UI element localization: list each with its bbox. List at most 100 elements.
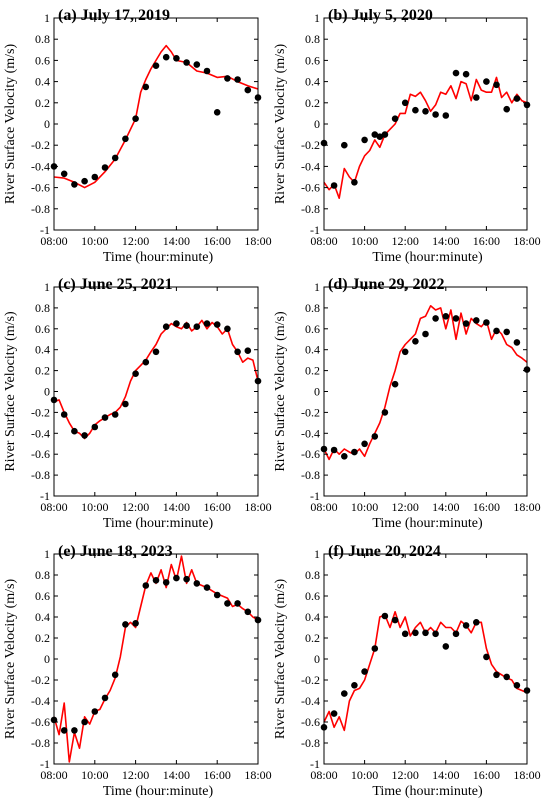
y-tick-label: -0.6 (301, 181, 320, 195)
y-tick-label: -0.4 (301, 159, 320, 173)
data-point (193, 61, 201, 68)
x-tick-label: 16:00 (473, 768, 500, 782)
data-point (341, 141, 348, 149)
data-point (493, 81, 500, 89)
y-axis-label: River Surface Velocity (m/s) (273, 44, 288, 205)
data-point (173, 574, 180, 582)
data-point (183, 59, 190, 66)
data-point (351, 179, 358, 186)
data-point (341, 453, 348, 460)
data-point (142, 83, 150, 91)
velocity-line (323, 76, 528, 199)
y-axis-label: River Surface Velocity (m/s) (3, 311, 18, 472)
y-tick-label: 1 (314, 11, 320, 25)
data-point (101, 414, 109, 421)
data-point (132, 620, 139, 627)
x-axis-label: Time (hour:minute) (372, 784, 483, 799)
x-tick-label: 14:00 (432, 768, 459, 782)
data-point (183, 322, 190, 330)
y-tick-label: 0 (314, 385, 320, 399)
x-tick-label: 12:00 (392, 500, 419, 514)
data-point (442, 643, 450, 650)
y-tick-label: -0.8 (301, 736, 320, 750)
data-point (391, 616, 399, 624)
data-point (483, 78, 490, 85)
data-point (473, 317, 480, 324)
x-tick-label: 16:00 (204, 500, 231, 514)
data-point (452, 630, 460, 638)
y-axis-label: River Surface Velocity (m/s) (3, 44, 18, 205)
data-point (351, 682, 358, 689)
y-tick-label: 0.2 (35, 364, 50, 378)
x-tick-label: 12:00 (392, 768, 419, 782)
plot-frame (53, 17, 259, 231)
data-point (193, 580, 201, 587)
data-point (401, 348, 409, 356)
data-point (203, 320, 211, 327)
data-point (422, 108, 429, 115)
data-point (422, 330, 429, 338)
panel-e: -1 -0.8 -0.6 -0.4 -0.2 0 0.2 0.4 0.6 0.8 1 08:00 10:… (3, 543, 272, 799)
y-tick-label: 0 (44, 117, 50, 131)
x-tick-label: 14:00 (432, 500, 459, 514)
x-tick-label: 10:00 (81, 768, 108, 782)
data-point (162, 323, 170, 331)
panel-f: -1 -0.8 -0.6 -0.4 -0.2 0 0.2 0.4 0.6 0.8 1 08:00 10:… (273, 543, 541, 799)
data-point (193, 323, 201, 331)
data-point (330, 710, 338, 717)
y-tick-label: -1 (310, 223, 320, 237)
y-tick-label: -0.6 (301, 447, 320, 461)
y-tick-label: 0.2 (35, 96, 50, 110)
data-point (442, 313, 450, 320)
y-tick-label: 0.8 (305, 568, 320, 582)
data-point (152, 62, 160, 69)
y-tick-label: 0.6 (35, 322, 50, 336)
data-point (351, 448, 358, 456)
data-point (224, 325, 231, 333)
y-tick-label: -0.8 (31, 202, 50, 216)
x-tick-label: 10:00 (81, 234, 108, 248)
data-point (330, 446, 338, 454)
y-tick-label: 0.2 (305, 631, 320, 645)
data-point (224, 75, 231, 82)
y-tick-label: -0.4 (31, 426, 50, 440)
x-axis-label: Time (hour:minute) (372, 516, 483, 531)
data-point (401, 99, 409, 107)
data-point (391, 115, 399, 122)
velocity-line (53, 319, 259, 440)
data-point (391, 380, 399, 388)
y-tick-label: 0.8 (35, 568, 50, 582)
panel-b: -1 -0.8 -0.6 -0.4 -0.2 0 0.2 0.4 0.6 0.8 1 08:00 10:… (273, 7, 541, 265)
data-point (432, 315, 439, 322)
data-point (81, 718, 88, 726)
y-tick-label: 0.4 (35, 75, 50, 89)
data-point (234, 76, 241, 83)
data-point (234, 348, 241, 356)
panel-title: (c) June 25, 2021 (58, 276, 173, 293)
data-point (432, 630, 439, 638)
x-tick-label: 12:00 (392, 234, 419, 248)
y-tick-label: -0.4 (301, 426, 320, 440)
y-tick-label: 0.2 (305, 96, 320, 110)
data-point (401, 630, 409, 638)
y-tick-label: -0.4 (301, 694, 320, 708)
data-point (152, 577, 160, 584)
velocity-line (323, 305, 528, 461)
data-point (213, 321, 221, 328)
data-point (81, 177, 88, 185)
x-tick-label: 08:00 (310, 768, 337, 782)
y-tick-label: -0.6 (31, 715, 50, 729)
data-point (101, 694, 109, 702)
x-tick-label: 10:00 (81, 500, 108, 514)
data-point (71, 427, 78, 435)
x-tick-label: 16:00 (473, 234, 500, 248)
y-axis-label: River Surface Velocity (m/s) (3, 579, 18, 740)
y-tick-label: 0.6 (35, 53, 50, 67)
data-point (330, 182, 338, 189)
y-tick-label: -0.8 (31, 468, 50, 482)
data-point (91, 173, 99, 181)
y-tick-label: -1 (40, 223, 50, 237)
x-tick-label: 10:00 (351, 234, 378, 248)
data-point (91, 423, 99, 431)
data-point (376, 133, 384, 140)
